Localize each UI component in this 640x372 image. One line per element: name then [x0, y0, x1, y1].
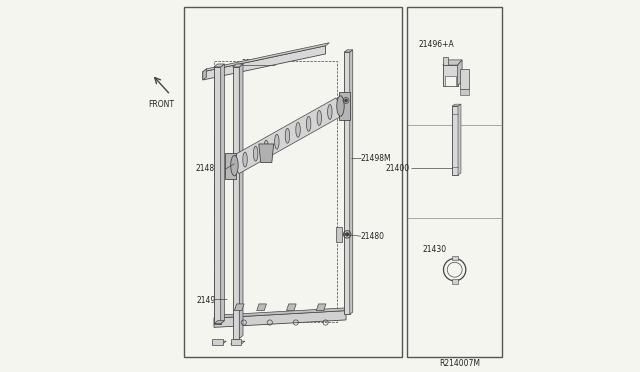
Text: FRONT: FRONT — [148, 100, 174, 109]
Ellipse shape — [232, 158, 237, 173]
Ellipse shape — [317, 110, 321, 125]
Polygon shape — [259, 144, 274, 163]
Polygon shape — [452, 106, 458, 175]
Text: 21480: 21480 — [361, 232, 385, 241]
Polygon shape — [336, 227, 342, 242]
Polygon shape — [232, 67, 239, 339]
Circle shape — [346, 233, 349, 236]
Bar — [184, 7, 402, 357]
Polygon shape — [287, 304, 296, 311]
Polygon shape — [231, 339, 241, 345]
Polygon shape — [344, 50, 353, 52]
Polygon shape — [316, 304, 326, 311]
Polygon shape — [214, 308, 349, 318]
Ellipse shape — [338, 99, 342, 113]
Polygon shape — [452, 279, 458, 284]
Polygon shape — [458, 60, 462, 86]
Ellipse shape — [328, 105, 332, 119]
Polygon shape — [443, 57, 449, 65]
Text: 21496: 21496 — [242, 59, 266, 68]
Polygon shape — [443, 65, 458, 86]
Polygon shape — [339, 92, 349, 120]
Polygon shape — [234, 304, 244, 311]
Bar — [408, 7, 502, 357]
Text: 21496: 21496 — [196, 296, 221, 305]
Polygon shape — [232, 64, 243, 67]
Polygon shape — [239, 64, 243, 339]
Text: 21496+A: 21496+A — [419, 40, 454, 49]
Polygon shape — [214, 67, 221, 324]
Text: 21430: 21430 — [422, 245, 447, 254]
Ellipse shape — [243, 152, 247, 167]
Ellipse shape — [264, 140, 268, 155]
Polygon shape — [203, 43, 330, 72]
Polygon shape — [225, 153, 236, 179]
Ellipse shape — [337, 96, 344, 116]
Polygon shape — [452, 256, 458, 260]
Circle shape — [345, 99, 347, 102]
Polygon shape — [452, 104, 461, 106]
Text: 21400: 21400 — [385, 164, 410, 173]
Polygon shape — [344, 52, 349, 314]
Polygon shape — [460, 69, 468, 89]
Polygon shape — [445, 76, 456, 86]
Polygon shape — [230, 98, 345, 174]
Ellipse shape — [296, 122, 300, 137]
Polygon shape — [214, 321, 225, 324]
Polygon shape — [257, 304, 266, 311]
Ellipse shape — [253, 146, 258, 161]
Polygon shape — [221, 64, 225, 324]
Polygon shape — [460, 89, 468, 95]
Text: R214007M: R214007M — [439, 359, 480, 368]
Polygon shape — [443, 60, 462, 65]
Ellipse shape — [275, 134, 279, 149]
Polygon shape — [212, 341, 227, 344]
Polygon shape — [203, 69, 207, 80]
Ellipse shape — [285, 128, 290, 143]
Ellipse shape — [307, 116, 311, 131]
Polygon shape — [349, 50, 353, 314]
Polygon shape — [212, 339, 223, 345]
Polygon shape — [203, 46, 326, 80]
Text: 21498M: 21498M — [361, 154, 392, 163]
Polygon shape — [458, 104, 461, 175]
Polygon shape — [214, 64, 225, 67]
Polygon shape — [231, 341, 245, 344]
Text: 21488P: 21488P — [195, 164, 224, 173]
Ellipse shape — [231, 155, 238, 176]
Polygon shape — [214, 311, 346, 327]
